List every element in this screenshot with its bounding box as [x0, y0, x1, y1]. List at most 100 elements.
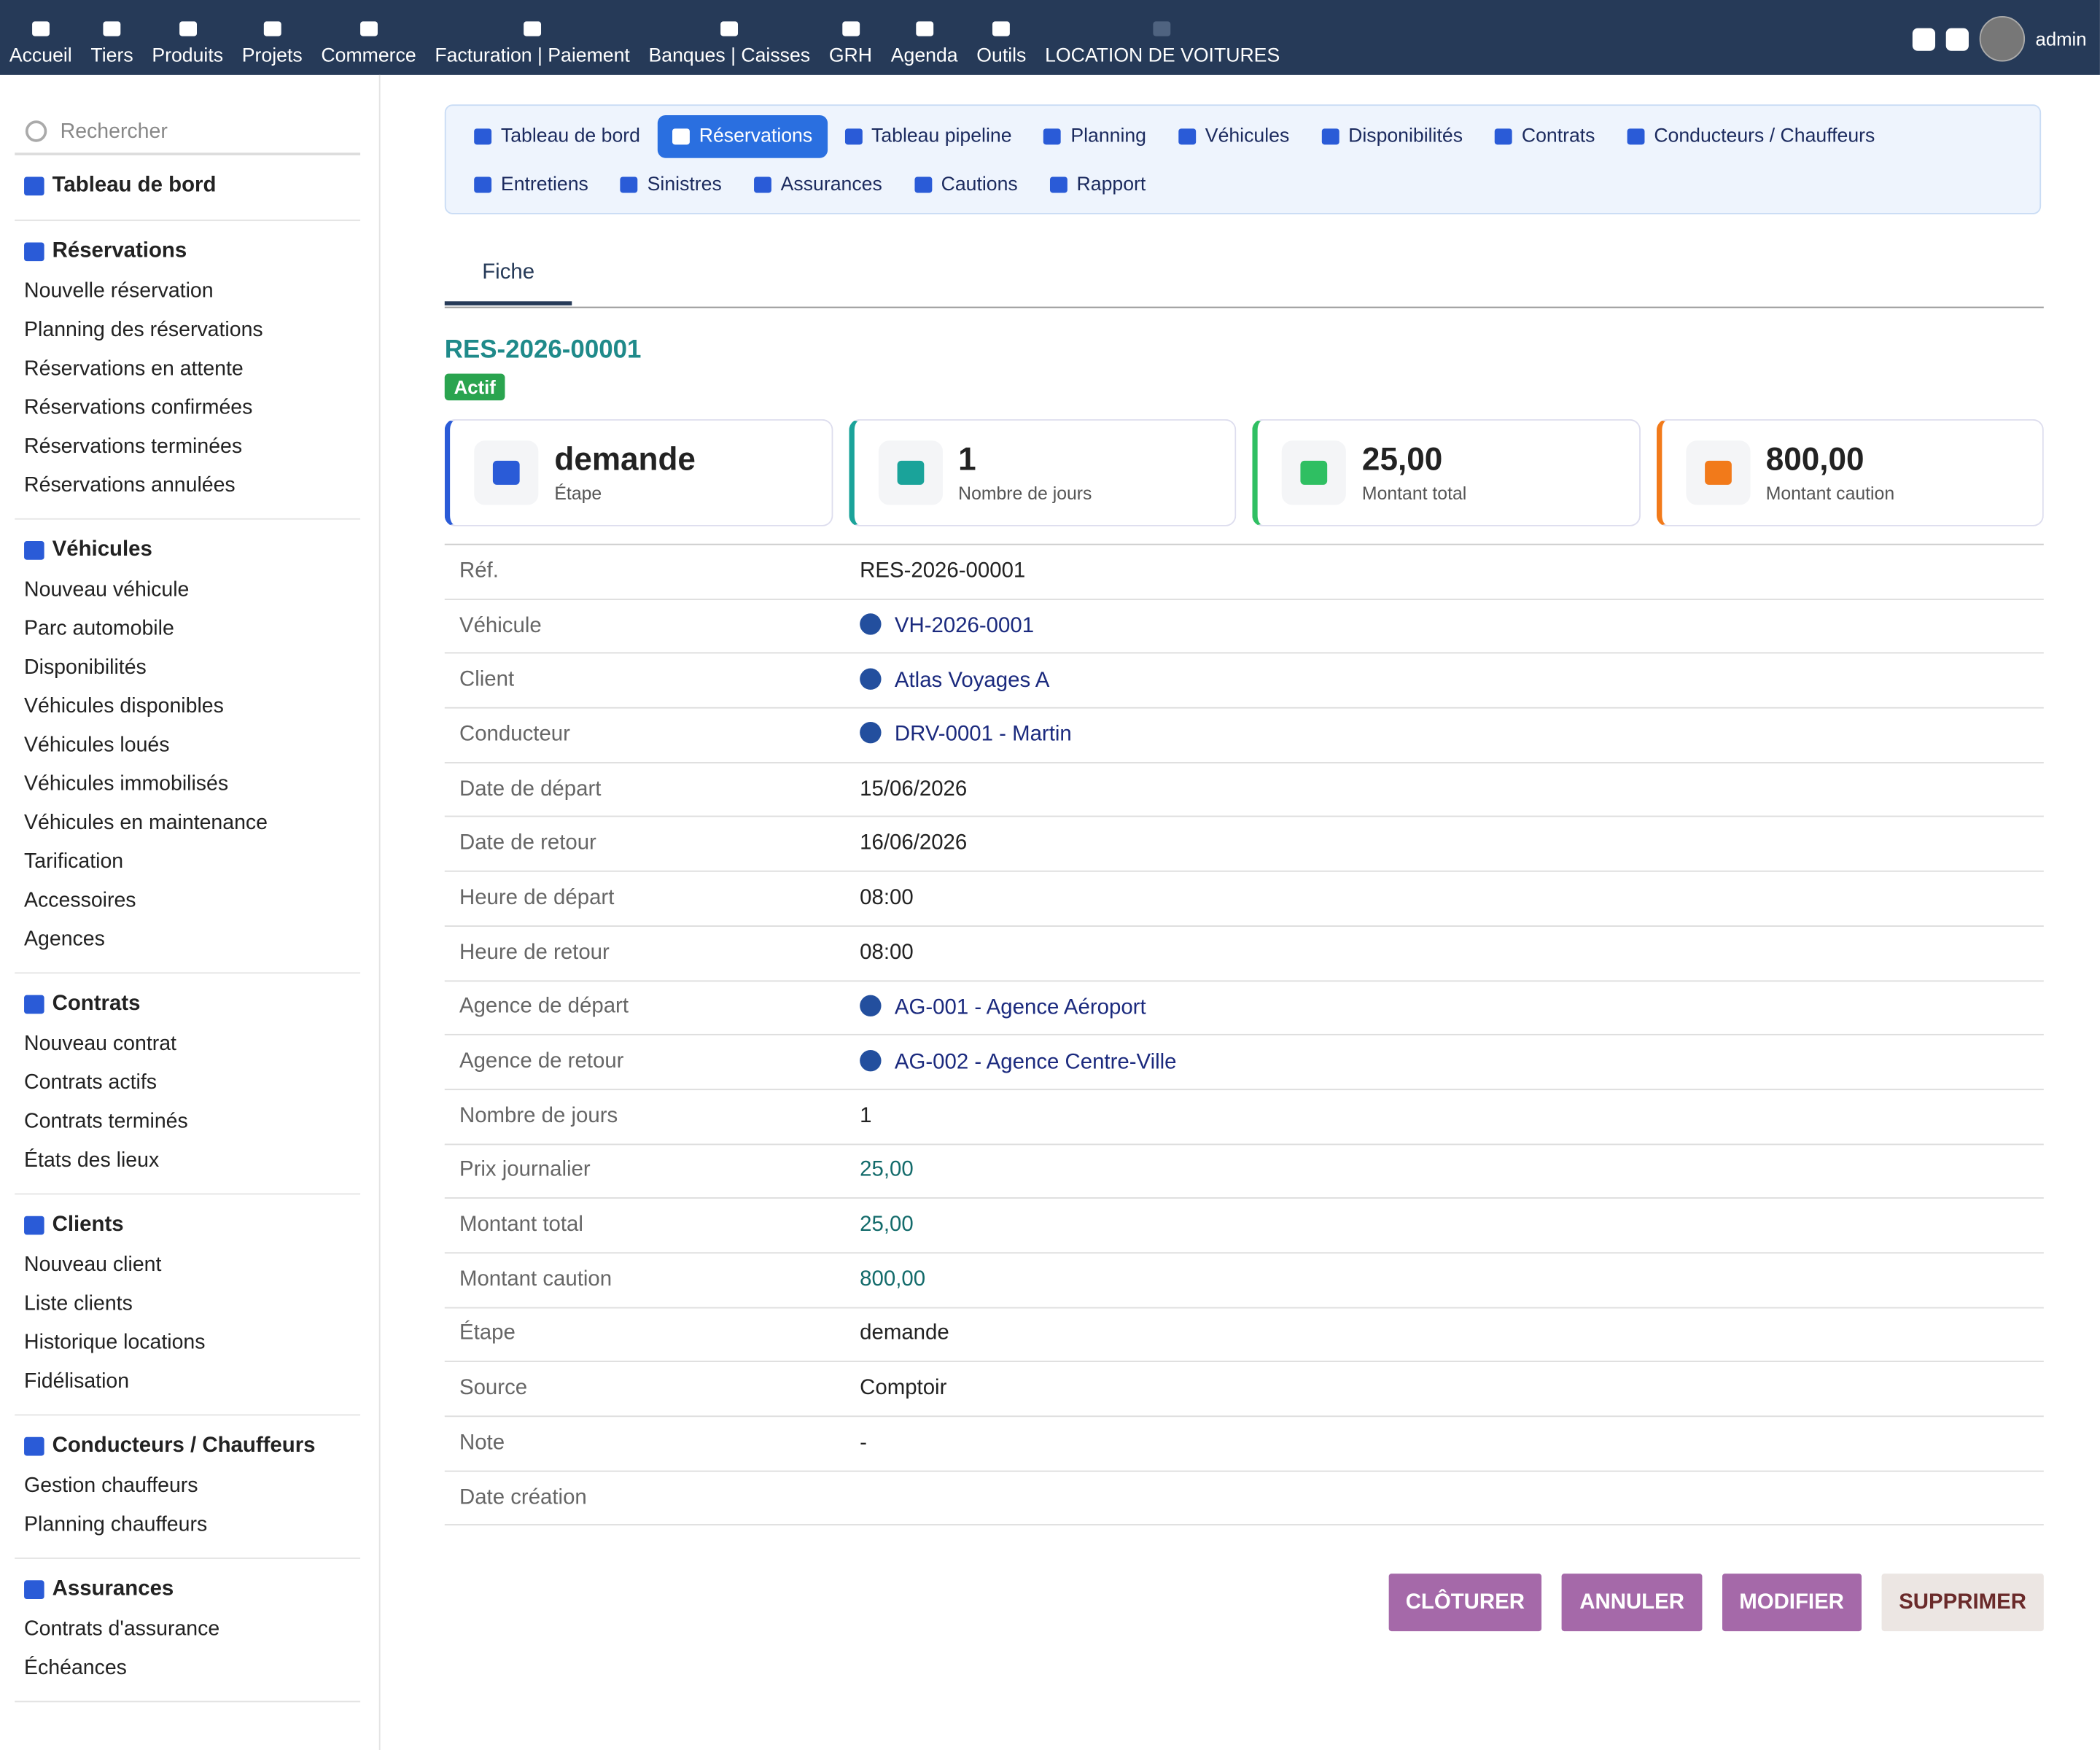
top-nav-label[interactable]: LOCATION DE VOITURES	[1045, 45, 1280, 67]
menu-heading-label[interactable]: Assurances	[52, 1577, 174, 1601]
menu-heading[interactable]: Réservations	[15, 240, 360, 264]
top-nav-item[interactable]: Commerce	[312, 21, 426, 74]
menu-item[interactable]: Planning des réservations	[24, 319, 263, 342]
menu-heading[interactable]: Assurances	[15, 1578, 360, 1602]
menu-item[interactable]: Véhicules loués	[24, 734, 170, 757]
menu-heading[interactable]: Conducteurs / Chauffeurs	[15, 1434, 360, 1458]
action-button[interactable]: CLÔTURER	[1388, 1574, 1542, 1632]
top-nav-item[interactable]: Projets	[233, 21, 312, 74]
module-tab[interactable]: Rapport	[1035, 163, 1161, 206]
top-nav-item[interactable]: Agenda	[882, 21, 968, 74]
menu-item[interactable]: Gestion chauffeurs	[24, 1474, 198, 1498]
top-nav-item[interactable]: Outils	[967, 21, 1035, 74]
username[interactable]: admin	[2035, 28, 2087, 50]
field-value[interactable]: DRV-0001 - Martin	[860, 722, 1072, 748]
module-tab-label[interactable]: Planning	[1070, 125, 1146, 148]
module-tab[interactable]: Sinistres	[606, 163, 736, 206]
menu-heading-label[interactable]: Contrats	[52, 992, 141, 1016]
module-tab-label[interactable]: Disponibilités	[1348, 125, 1463, 148]
menu-item[interactable]: Réservations en attente	[24, 357, 244, 381]
menu-item[interactable]: Nouveau client	[24, 1253, 162, 1277]
top-nav-label[interactable]: Projets	[241, 45, 303, 67]
top-nav-label[interactable]: Accueil	[9, 45, 72, 67]
menu-item[interactable]: Échéances	[24, 1656, 127, 1680]
field-value[interactable]: VH-2026-0001	[860, 613, 1034, 639]
top-nav-label[interactable]: GRH	[828, 45, 873, 67]
module-tab[interactable]: Cautions	[900, 163, 1032, 206]
module-tab[interactable]: Assurances	[739, 163, 897, 206]
menu-item[interactable]: Agences	[24, 928, 105, 952]
menu-item[interactable]: Réservations annulées	[24, 474, 236, 497]
module-tab-label[interactable]: Véhicules	[1205, 125, 1290, 148]
menu-item[interactable]: Réservations confirmées	[24, 396, 253, 419]
menu-item[interactable]: États des lieux	[24, 1148, 160, 1172]
menu-heading-label[interactable]: Clients	[52, 1213, 124, 1237]
menu-heading[interactable]: Véhicules	[15, 538, 360, 562]
module-tab-label[interactable]: Tableau pipeline	[871, 125, 1012, 148]
module-tab-label[interactable]: Rapport	[1076, 174, 1146, 196]
menu-item[interactable]: Contrats terminés	[24, 1110, 188, 1133]
search[interactable]: Rechercher	[15, 120, 361, 156]
module-tab[interactable]: Tableau de bord	[459, 115, 655, 158]
module-tab-label[interactable]: Contrats	[1521, 125, 1595, 148]
menu-item[interactable]: Planning chauffeurs	[24, 1513, 208, 1536]
top-nav-label[interactable]: Produits	[152, 45, 224, 67]
tab[interactable]: Fiche	[444, 249, 572, 306]
menu-item[interactable]: Liste clients	[24, 1292, 133, 1315]
menu-item[interactable]: Nouveau contrat	[24, 1032, 176, 1056]
menu-item[interactable]: Fidélisation	[24, 1369, 130, 1393]
top-nav-label[interactable]: Tiers	[90, 45, 133, 67]
menu-heading[interactable]: Clients	[15, 1213, 360, 1237]
field-value[interactable]: Atlas Voyages A	[860, 667, 1050, 693]
module-tab-label[interactable]: Entretiens	[500, 174, 588, 196]
top-nav-item[interactable]: Produits	[142, 21, 232, 74]
module-tab[interactable]: Conducteurs / Chauffeurs	[1612, 115, 1889, 158]
menu-item[interactable]: Contrats actifs	[24, 1071, 158, 1094]
menu-item[interactable]: Parc automobile	[24, 617, 174, 640]
menu-heading[interactable]: Contrats	[15, 992, 360, 1016]
menu-item[interactable]: Tarification	[24, 850, 124, 874]
menu-item[interactable]: Nouvelle réservation	[24, 279, 214, 303]
action-button[interactable]: SUPPRIMER	[1881, 1574, 2044, 1632]
field-value-text[interactable]: AG-002 - Agence Centre-Ville	[894, 1050, 1177, 1074]
menu-item[interactable]: Contrats d'assurance	[24, 1617, 220, 1641]
user-menu[interactable]: admin	[1912, 16, 2087, 62]
module-tab-label[interactable]: Conducteurs / Chauffeurs	[1654, 125, 1875, 148]
top-nav-item[interactable]: Banques | Caisses	[639, 21, 820, 74]
field-value-text[interactable]: VH-2026-0001	[894, 615, 1035, 638]
menu-heading-label[interactable]: Tableau de bord	[52, 174, 217, 197]
menu-heading-label[interactable]: Réservations	[52, 239, 187, 262]
menu-heading-label[interactable]: Véhicules	[52, 538, 152, 561]
menu-item[interactable]: Nouveau véhicule	[24, 578, 190, 602]
module-tab[interactable]: Véhicules	[1164, 115, 1304, 158]
menu-item[interactable]: Véhicules immobilisés	[24, 772, 229, 796]
top-nav-item[interactable]: LOCATION DE VOITURES	[1035, 21, 1289, 74]
module-tab-label[interactable]: Tableau de bord	[500, 125, 640, 148]
menu-item[interactable]: Historique locations	[24, 1331, 206, 1354]
top-nav-item[interactable]: Tiers	[82, 21, 143, 74]
module-tab[interactable]: Entretiens	[459, 163, 603, 206]
top-nav-label[interactable]: Banques | Caisses	[648, 45, 811, 67]
module-tab-label[interactable]: Cautions	[941, 174, 1018, 196]
field-value-text[interactable]: Atlas Voyages A	[894, 669, 1050, 693]
field-value[interactable]: AG-002 - Agence Centre-Ville	[860, 1049, 1177, 1075]
menu-item[interactable]: Véhicules en maintenance	[24, 812, 268, 835]
top-nav-item[interactable]: Accueil	[0, 21, 82, 74]
top-nav-item[interactable]: Facturation | Paiement	[425, 21, 639, 74]
menu-item[interactable]: Réservations terminées	[24, 435, 243, 459]
menu-item[interactable]: Disponibilités	[24, 656, 147, 680]
action-button[interactable]: ANNULER	[1562, 1574, 1702, 1632]
action-button[interactable]: MODIFIER	[1722, 1574, 1862, 1632]
top-nav-label[interactable]: Facturation | Paiement	[435, 45, 630, 67]
module-tab[interactable]: Tableau pipeline	[830, 115, 1027, 158]
field-value[interactable]: AG-001 - Agence Aéroport	[860, 995, 1146, 1020]
menu-item[interactable]: Accessoires	[24, 889, 136, 912]
module-tab[interactable]: Réservations	[657, 114, 828, 158]
module-tab[interactable]: Contrats	[1480, 115, 1610, 158]
module-tab[interactable]: Planning	[1029, 115, 1161, 158]
top-nav-item[interactable]: GRH	[820, 21, 882, 74]
module-tab[interactable]: Disponibilités	[1307, 115, 1477, 158]
module-tab-label[interactable]: Réservations	[699, 125, 813, 148]
top-nav-label[interactable]: Outils	[976, 45, 1027, 67]
module-tab-label[interactable]: Sinistres	[647, 174, 722, 196]
